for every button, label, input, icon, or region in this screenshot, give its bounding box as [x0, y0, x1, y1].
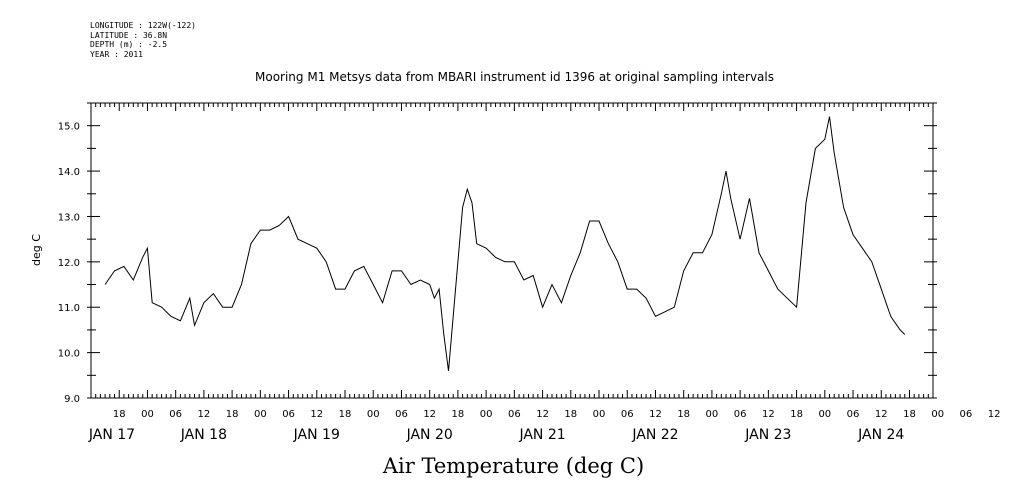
axis-ticks — [87, 102, 937, 399]
y-tick-label: 13.0 — [58, 212, 80, 223]
hour-tick-label: 00 — [706, 409, 719, 420]
plot-frame — [90, 102, 934, 399]
hour-tick-label: 12 — [198, 409, 211, 420]
hour-tick-label: 12 — [310, 409, 323, 420]
hour-tick-label: 18 — [226, 409, 239, 420]
day-label: JAN 19 — [293, 427, 340, 443]
hour-tick-label: 12 — [536, 409, 549, 420]
hour-tick-label: 00 — [931, 409, 944, 420]
hour-tick-label: 00 — [254, 409, 267, 420]
hour-tick-label: 00 — [593, 409, 606, 420]
hour-tick-label: 18 — [339, 409, 352, 420]
day-label: JAN 22 — [631, 427, 678, 443]
temperature-series-line — [104, 116, 906, 371]
y-axis-label: deg C — [30, 234, 43, 266]
y-tick-label: 11.0 — [58, 303, 80, 314]
day-label: JAN 20 — [406, 427, 453, 443]
y-tick-label: 15.0 — [58, 122, 80, 133]
hour-tick-label: 00 — [367, 409, 380, 420]
y-tick-label: 9.0 — [64, 394, 80, 405]
hour-tick-label: 06 — [847, 409, 860, 420]
hour-tick-label: 06 — [621, 409, 634, 420]
hour-tick-label: 12 — [762, 409, 775, 420]
y-tick-label: 14.0 — [58, 167, 80, 178]
x-axis-label: Air Temperature (deg C) — [382, 454, 645, 478]
hour-tick-label: 18 — [564, 409, 577, 420]
hour-tick-label: 18 — [452, 409, 465, 420]
hour-tick-label: 06 — [282, 409, 295, 420]
hour-tick-label: 18 — [113, 409, 126, 420]
x-tick-labels: 18 00 06 12 18 00 06 12 18 00 06 12 18 00 06 12 18 00 06 12… — [88, 409, 1001, 443]
day-label: JAN 21 — [518, 427, 565, 443]
hour-tick-label: 12 — [988, 409, 1001, 420]
day-label: JAN 17 — [88, 427, 135, 443]
station-metadata: LONGITUDE : 122W(-122) LATITUDE : 36.8N … — [90, 21, 196, 59]
hour-tick-label: 18 — [677, 409, 690, 420]
y-tick-label: 12.0 — [58, 258, 80, 269]
hour-tick-label: 18 — [790, 409, 803, 420]
y-tick-label: 10.0 — [58, 349, 80, 360]
latitude-label: LATITUDE : 36.8N — [90, 30, 168, 40]
hour-tick-label: 06 — [395, 409, 408, 420]
hour-tick-label: 00 — [480, 409, 493, 420]
hour-tick-label: 00 — [818, 409, 831, 420]
hour-tick-label: 12 — [649, 409, 662, 420]
depth-label: DEPTH (m) : -2.5 — [90, 40, 168, 49]
hour-tick-label: 00 — [141, 409, 154, 420]
longitude-label: LONGITUDE : 122W(-122) — [90, 21, 196, 30]
year-label: YEAR : 2011 — [90, 49, 143, 59]
hour-tick-label: 12 — [423, 409, 436, 420]
day-label: JAN 23 — [744, 427, 791, 443]
day-label: JAN 24 — [857, 427, 904, 443]
day-label: JAN 18 — [180, 427, 227, 443]
hour-tick-label: 06 — [508, 409, 521, 420]
hour-tick-label: 06 — [169, 409, 182, 420]
chart-title: Mooring M1 Metsys data from MBARI instru… — [255, 70, 774, 84]
hour-tick-label: 06 — [960, 409, 973, 420]
hour-tick-label: 06 — [734, 409, 747, 420]
y-tick-labels: 9.0 10.0 11.0 12.0 13.0 14.0 15.0 — [58, 122, 80, 405]
hour-tick-label: 18 — [903, 409, 916, 420]
hour-tick-label: 12 — [875, 409, 888, 420]
